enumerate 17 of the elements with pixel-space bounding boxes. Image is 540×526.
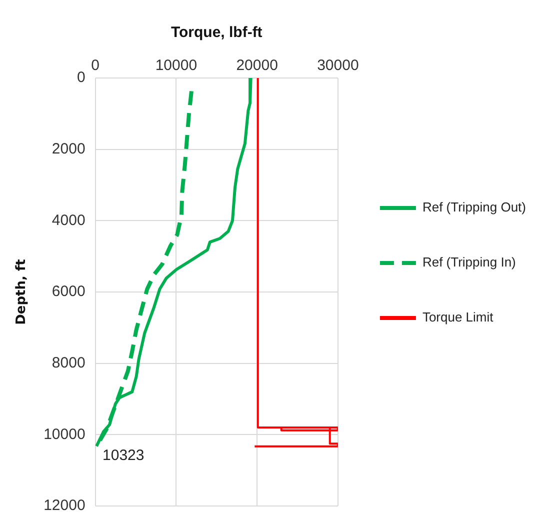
legend-label: Ref (Tripping Out) xyxy=(422,200,526,215)
y-tick-label: 6000 xyxy=(52,283,86,300)
x-tick-label: 20000 xyxy=(236,57,278,74)
y-tick-label: 8000 xyxy=(52,354,86,372)
x-tick-label: 0 xyxy=(91,57,100,74)
y-tick-label: 12000 xyxy=(44,497,86,514)
annotation: 10323 xyxy=(102,446,144,464)
x-tick-label: 30000 xyxy=(317,57,359,74)
y-tick-label: 2000 xyxy=(52,140,86,158)
y-tick-label: 10000 xyxy=(44,426,86,443)
y-tick-label: 4000 xyxy=(52,212,86,229)
legend-label: Torque Limit xyxy=(422,310,494,325)
y-axis-title: Depth, ft xyxy=(14,259,30,325)
y-tick-label: 0 xyxy=(76,69,86,86)
legend-label: Ref (Tripping In) xyxy=(422,254,516,270)
x-axis-title: Torque, lbf-ft xyxy=(170,24,262,42)
x-tick-label: 10000 xyxy=(155,57,198,74)
